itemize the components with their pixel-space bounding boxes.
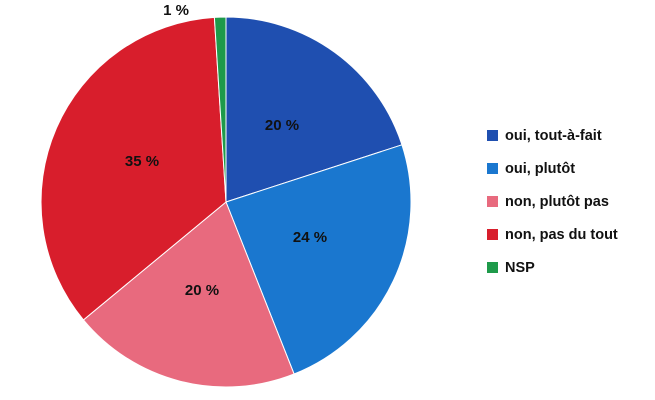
pie-slice-oui-plutot: [225, 144, 412, 375]
pie-slice-oui-tout-a-fait: [225, 16, 403, 203]
pie-slice-nsp: [213, 16, 227, 203]
legend-swatch-oui-plutot: [487, 163, 498, 174]
slice-labels: 20 % 24 % 20 % 35 % 1 %: [125, 2, 327, 299]
legend-swatch-nsp: [487, 262, 498, 273]
legend-label-nsp: NSP: [505, 260, 535, 276]
legend-item-oui-tout-a-fait: oui, tout-à-fait: [487, 128, 602, 144]
legend: oui, tout-à-fait oui, plutôt non, plutôt p…: [487, 128, 618, 276]
legend-label-non-pas-du-tout: non, pas du tout: [505, 227, 618, 243]
pie-slice-non-plutot-pas: [82, 201, 295, 388]
slice-label-non-plutot-pas: 20 %: [185, 282, 219, 299]
pie-slices: [40, 16, 412, 388]
legend-item-non-pas-du-tout: non, pas du tout: [487, 227, 618, 243]
legend-swatch-non-plutot-pas: [487, 196, 498, 207]
legend-label-non-plutot-pas: non, plutôt pas: [505, 194, 609, 210]
legend-item-nsp: NSP: [487, 260, 535, 276]
legend-swatch-oui-tout-a-fait: [487, 130, 498, 141]
legend-item-non-plutot-pas: non, plutôt pas: [487, 194, 609, 210]
slice-label-nsp: 1 %: [163, 2, 189, 19]
legend-item-oui-plutot: oui, plutôt: [487, 161, 575, 177]
legend-label-oui-tout-a-fait: oui, tout-à-fait: [505, 128, 602, 144]
slice-label-oui-tout-a-fait: 20 %: [265, 117, 299, 134]
slice-label-oui-plutot: 24 %: [293, 229, 327, 246]
slice-label-non-pas-du-tout: 35 %: [125, 153, 159, 170]
legend-swatch-non-pas-du-tout: [487, 229, 498, 240]
legend-label-oui-plutot: oui, plutôt: [505, 161, 575, 177]
pie-slice-non-pas-du-tout: [40, 16, 227, 321]
